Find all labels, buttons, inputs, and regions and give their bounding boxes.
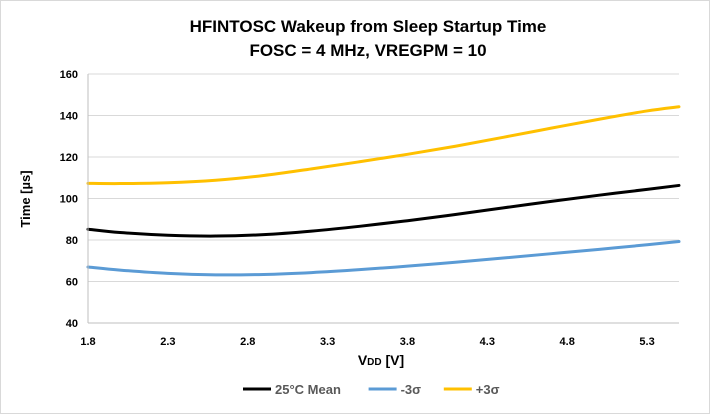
y-tick-label-80: 80 bbox=[66, 235, 78, 247]
y-tick-label-40: 40 bbox=[66, 318, 78, 330]
x-tick-label-3.3: 3.3 bbox=[320, 336, 335, 348]
x-tick-label-1.8: 1.8 bbox=[80, 336, 95, 348]
chart-title-line-2: FOSC = 4 MHz, VREGPM = 10 bbox=[249, 41, 486, 60]
x-tick-label-4.3: 4.3 bbox=[480, 336, 495, 348]
x-tick-label-5.3: 5.3 bbox=[639, 336, 654, 348]
series-line-25c-mean bbox=[86, 183, 681, 238]
y-tick-label-100: 100 bbox=[60, 194, 78, 206]
x-axis-tick-labels: 1.8 2.3 2.8 3.3 3.8 4.3 4.8 5.3 bbox=[80, 336, 654, 348]
y-axis-label: Time [µs] bbox=[18, 170, 33, 227]
y-tick-label-120: 120 bbox=[60, 152, 78, 164]
x-axis-label-main: V bbox=[358, 352, 368, 368]
y-axis-tick-labels: 40 60 80 100 120 140 160 bbox=[60, 69, 78, 330]
series-line-plus3sigma bbox=[86, 105, 681, 186]
series-line-minus3sigma bbox=[86, 239, 681, 277]
legend-label-minus3sigma: -3σ bbox=[401, 382, 422, 397]
gridlines bbox=[88, 73, 679, 282]
x-tick-label-4.8: 4.8 bbox=[560, 336, 575, 348]
x-axis-label-unit: [V] bbox=[382, 352, 405, 368]
legend-label-plus3sigma: +3σ bbox=[476, 382, 500, 397]
series-lines bbox=[86, 105, 681, 277]
legend-label-25c-mean: 25°C Mean bbox=[275, 382, 341, 397]
y-tick-label-60: 60 bbox=[66, 277, 78, 289]
x-tick-label-3.8: 3.8 bbox=[400, 336, 415, 348]
x-tick-label-2.3: 2.3 bbox=[160, 336, 175, 348]
y-tick-label-140: 140 bbox=[60, 111, 78, 123]
x-axis-label-subscript: DD bbox=[367, 357, 381, 368]
legend: 25°C Mean -3σ +3σ bbox=[243, 382, 500, 397]
y-tick-label-160: 160 bbox=[60, 69, 78, 81]
axes bbox=[87, 74, 679, 324]
x-tick-label-2.8: 2.8 bbox=[240, 336, 255, 348]
chart-title-line-1: HFINTOSC Wakeup from Sleep Startup Time bbox=[190, 17, 547, 36]
x-axis-label: VDD [V] bbox=[358, 352, 404, 368]
